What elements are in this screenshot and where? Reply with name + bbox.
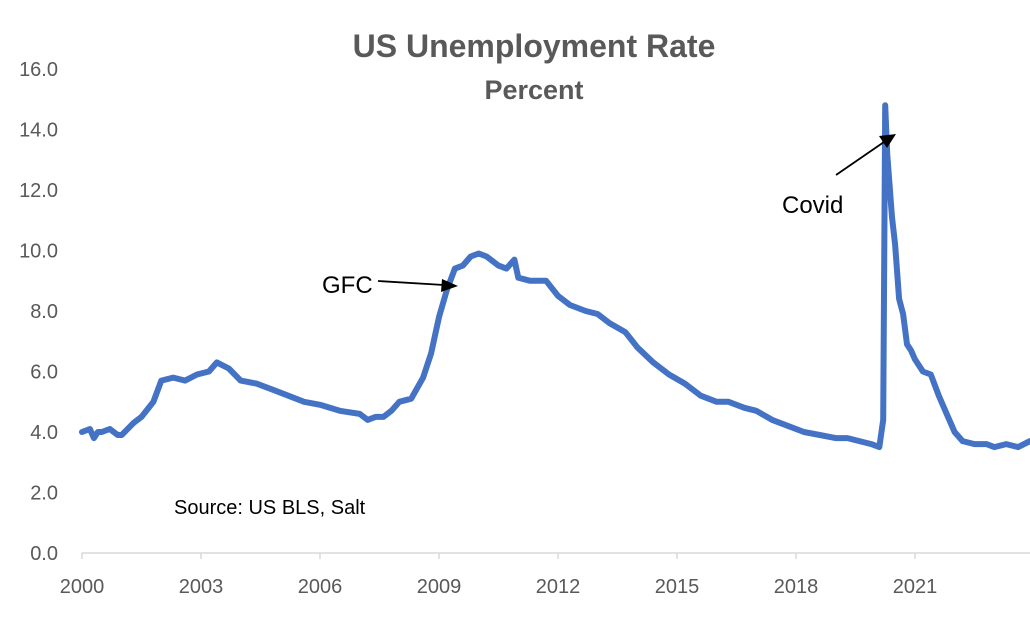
x-tick-label: 2003 (179, 576, 224, 598)
y-axis-ticks: 0.0 2.0 4.0 6.0 8.0 10.0 12.0 14.0 16.0 (19, 59, 58, 565)
chart-title: US Unemployment Rate (353, 28, 716, 64)
x-tick-label: 2006 (298, 576, 343, 598)
chart-subtitle: Percent (484, 75, 583, 105)
y-tick-label: 10.0 (19, 241, 58, 263)
x-tick-label: 2009 (417, 576, 462, 598)
y-tick-label: 0.0 (30, 543, 58, 565)
annotation-covid-label: Covid (782, 192, 843, 219)
unemployment-line (79, 102, 1030, 451)
y-tick-label: 16.0 (19, 59, 58, 81)
x-tick-label: 2000 (60, 576, 105, 598)
annotation-gfc-label: GFC (322, 272, 373, 299)
x-axis: 2000 2003 2006 2009 2012 2015 2018 2021 (60, 552, 1030, 598)
source-note: Source: US BLS, Salt (174, 497, 366, 519)
x-tick-label: 2015 (655, 576, 700, 598)
y-tick-label: 4.0 (30, 422, 58, 444)
y-tick-label: 6.0 (30, 362, 58, 384)
y-tick-label: 2.0 (30, 483, 58, 505)
x-tick-label: 2021 (893, 576, 938, 598)
y-tick-label: 14.0 (19, 120, 58, 142)
x-tick-label: 2018 (774, 576, 819, 598)
annotation-covid-arrow (835, 141, 885, 176)
annotation-gfc-arrow (377, 280, 445, 286)
annotation-covid: Covid (782, 134, 896, 219)
y-tick-label: 8.0 (30, 301, 58, 323)
annotation-gfc: GFC (322, 272, 458, 299)
y-tick-label: 12.0 (19, 180, 58, 202)
x-tick-label: 2012 (536, 576, 581, 598)
annotation-covid-arrowhead (879, 134, 896, 148)
annotation-gfc-arrowhead (441, 279, 458, 292)
